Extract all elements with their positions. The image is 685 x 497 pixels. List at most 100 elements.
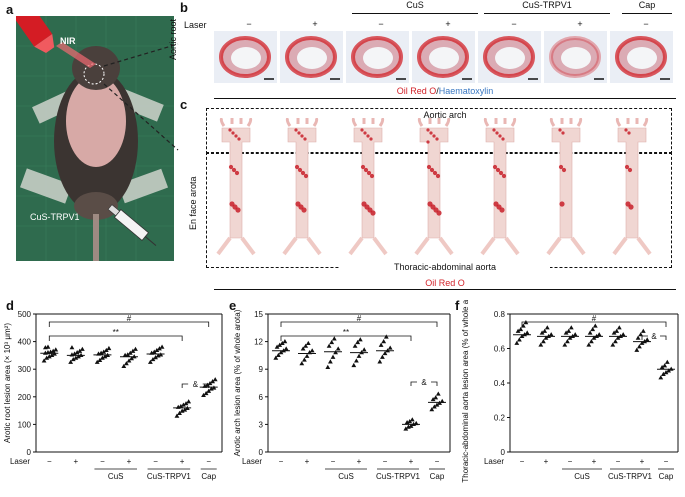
group-label: CuS-TRPV1 [376,472,421,481]
data-point [541,339,546,344]
data-point [79,346,85,351]
group-label-trpv1-b: CuS-TRPV1 [522,0,572,10]
group-label: Cap [201,472,216,481]
x-laser-sign: − [520,457,525,466]
x-laser-sign: − [616,457,621,466]
annotation-hash: # [357,314,362,323]
data-point [567,335,573,340]
group-label: Cap [430,472,445,481]
stain-caption-b: Oil Red O/Haematoxylin [214,86,676,96]
data-point [159,344,165,349]
data-point [68,359,74,364]
histology-lumen [495,47,525,69]
data-point [586,342,592,347]
lesion-spot [301,207,307,213]
data-point [74,350,80,355]
data-point [357,337,363,342]
x-laser-sign: + [357,457,362,466]
group-label-cap-b: Cap [638,0,656,10]
laser-sign-b-2: + [312,19,318,29]
data-point [546,333,551,339]
aorta-specimen [546,118,586,256]
lesion-spot [300,134,304,138]
stain-sep: / [436,86,439,96]
data-point [661,371,666,376]
aorta-iliac [282,236,322,256]
data-point [387,345,393,350]
aorta-branches [219,118,253,127]
aorta-row [216,118,652,256]
data-point [155,353,161,358]
lesion-spot [363,131,367,135]
data-point [618,333,623,339]
data-point [435,391,441,396]
y-tick-label: 15 [254,310,263,319]
side-label-aortic-root: Aortic root [168,18,178,60]
data-point [77,348,83,353]
x-laser-sign: − [383,457,388,466]
data-point [570,333,575,339]
data-point [72,351,77,356]
aorta-specimen [348,118,388,256]
data-point [305,340,311,346]
data-point [150,356,156,362]
histology-row [214,31,673,83]
stain-underline-b [214,98,676,99]
y-tick-label: 0 [501,448,506,457]
data-point [329,339,335,345]
data-point [201,392,206,398]
y-axis-label: Arotic arch lesion area (% of whole arot… [233,309,242,456]
laser-sign-b-6: + [577,19,583,29]
data-point [212,377,218,382]
data-point [181,402,186,407]
aorta-specimen [480,118,520,256]
data-point [615,335,621,340]
data-point [592,323,598,328]
lesion-spot [426,164,432,170]
data-point [613,339,618,344]
annotation-amp: & [651,332,657,341]
lesion-spot [366,134,370,138]
lesion-spot [297,167,303,173]
data-point [590,326,596,332]
aorta-iliac [216,236,256,256]
lesion-spot [426,140,430,144]
lesion-spot [426,128,430,132]
y-tick-label: 3 [259,420,264,429]
y-tick-label: 400 [18,338,32,347]
data-point [309,348,315,353]
data-point [433,395,439,400]
aorta-iliac [612,236,652,256]
aorta-branches [351,118,385,127]
lesion-spot [297,131,301,135]
aorta-body [221,127,251,239]
aorta-iliac [348,236,388,256]
lesion-spot [363,167,369,173]
data-point [543,335,549,340]
x-laser-sign: − [664,457,669,466]
data-point [154,347,160,353]
data-point [331,336,337,341]
chart-d: 0 100 200 300 400 500 Arotic root lesion area … [3,310,223,481]
lesion-spot [627,167,633,173]
lesion-spot [360,128,364,132]
data-point [594,333,599,339]
data-point [279,340,285,346]
data-point [383,334,389,339]
histology-plaque [351,36,403,78]
annotation-amp: & [193,380,199,389]
data-point [179,408,185,413]
aorta-specimen [216,118,256,256]
group-label: CuS-TRPV1 [147,472,192,481]
x-laser-sign: + [592,457,597,466]
data-point [639,340,645,345]
data-point [299,361,305,366]
data-point [640,328,646,333]
lesion-spot [627,131,631,135]
chart-f: 0 0.2 0.4 0.6 0.8 Thoracic-abdominal aorta le… [461,300,679,483]
lesion-spot [501,173,507,179]
data-point [73,355,79,360]
data-point [562,342,568,347]
lesion-spot [495,131,499,135]
data-point [46,354,52,359]
